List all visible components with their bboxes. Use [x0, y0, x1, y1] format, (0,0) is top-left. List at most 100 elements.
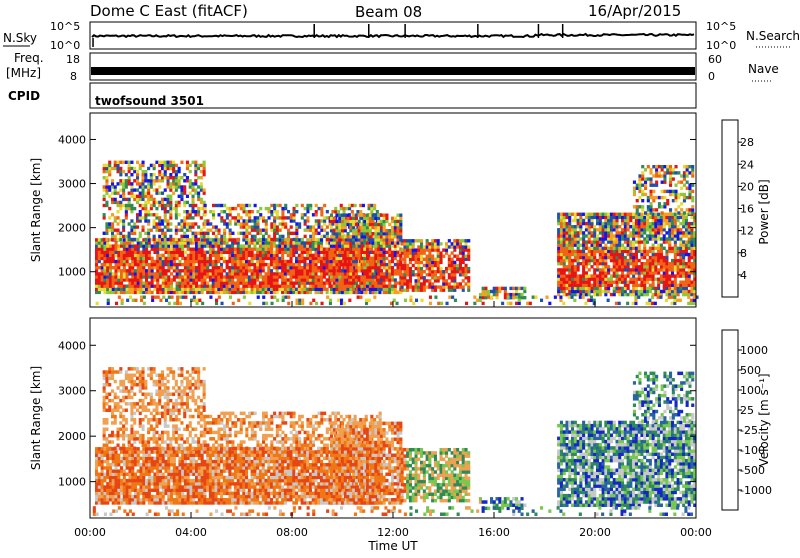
power-cell — [296, 299, 299, 302]
power-cell — [621, 262, 624, 265]
power-cell — [635, 278, 638, 281]
power-cell — [128, 285, 131, 288]
power-cell — [668, 274, 671, 277]
power-cell — [309, 254, 312, 257]
power-cell — [175, 204, 178, 207]
power-cell — [571, 274, 574, 277]
power-cell — [640, 253, 643, 256]
power-cell — [616, 225, 619, 228]
power-cell — [437, 245, 440, 248]
power-cell — [161, 192, 164, 195]
power-cell — [403, 276, 406, 279]
power-cell — [195, 260, 198, 263]
power-cell — [616, 290, 619, 293]
power-cell — [303, 281, 306, 284]
power-cell — [306, 204, 309, 207]
power-cell — [577, 268, 580, 271]
power-cell — [399, 232, 402, 235]
power-cell — [663, 202, 666, 205]
power-cell — [593, 216, 596, 219]
power-cell — [262, 278, 265, 281]
power-cell — [284, 281, 287, 284]
power-cell — [596, 259, 599, 262]
power-cell — [643, 256, 646, 259]
power-cell — [167, 201, 170, 204]
power-cell — [629, 256, 632, 259]
power-cell — [604, 284, 607, 287]
power-cell — [335, 214, 338, 217]
power-cell — [323, 216, 326, 219]
power-cell — [195, 248, 198, 251]
power-cell — [426, 239, 429, 242]
power-cell — [341, 248, 344, 251]
power-cell — [114, 229, 117, 232]
power-cell — [409, 273, 412, 276]
power-cell — [175, 176, 178, 179]
power-cell — [650, 181, 653, 184]
power-cell — [303, 260, 306, 263]
power-cell — [130, 204, 133, 207]
power-cell — [293, 213, 296, 216]
power-cell — [366, 269, 369, 272]
power-cell — [671, 259, 674, 262]
power-cell — [295, 244, 298, 247]
power-cell — [273, 257, 276, 260]
power-cell — [635, 262, 638, 265]
power-cell — [206, 291, 209, 294]
power-cell — [245, 272, 248, 275]
power-cell — [650, 177, 653, 180]
power-cell — [397, 244, 400, 247]
power-cell — [571, 234, 574, 237]
power-cell — [215, 225, 218, 228]
power-cell — [226, 272, 229, 275]
power-cell — [137, 260, 140, 263]
power-cell — [582, 265, 585, 268]
power-cell — [401, 276, 404, 279]
power-cell — [607, 256, 610, 259]
power-cell — [467, 239, 470, 242]
power-cell — [234, 254, 237, 257]
power-cell — [412, 255, 415, 258]
power-cell — [610, 234, 613, 237]
power-cell — [167, 219, 170, 222]
power-cell — [209, 263, 212, 266]
power-cell — [237, 285, 240, 288]
power-cell — [434, 239, 437, 242]
power-cell — [591, 225, 594, 228]
power-cell — [161, 167, 164, 170]
power-cell — [654, 240, 657, 243]
power-cell — [571, 271, 574, 274]
power-cell — [159, 244, 162, 247]
power-cell — [178, 291, 181, 294]
power-cell — [318, 219, 321, 222]
power-cell — [128, 170, 131, 173]
power-cell — [604, 222, 607, 225]
power-cell — [356, 210, 359, 213]
power-cell — [467, 258, 470, 261]
power-cell — [114, 219, 117, 222]
power-cell — [677, 271, 680, 274]
power-cell — [355, 229, 358, 232]
power-cell — [197, 232, 200, 235]
power-cell — [437, 267, 440, 270]
power-cell — [409, 276, 412, 279]
power-cell — [498, 290, 501, 293]
power-cell — [557, 244, 560, 247]
power-cell — [333, 244, 336, 247]
power-cell — [95, 288, 98, 291]
power-cell — [369, 260, 372, 263]
power-cell — [203, 188, 206, 191]
power-cell — [665, 219, 668, 222]
power-cell — [245, 241, 248, 244]
power-cell — [240, 263, 243, 266]
power-cell — [195, 269, 198, 272]
power-cell — [140, 278, 143, 281]
power-cell — [112, 278, 115, 281]
power-cell — [155, 188, 158, 191]
power-cell — [271, 296, 274, 299]
power-cell — [212, 275, 215, 278]
power-cell — [568, 262, 571, 265]
power-cell — [161, 176, 164, 179]
power-cell — [326, 254, 329, 257]
power-cell — [105, 167, 108, 170]
